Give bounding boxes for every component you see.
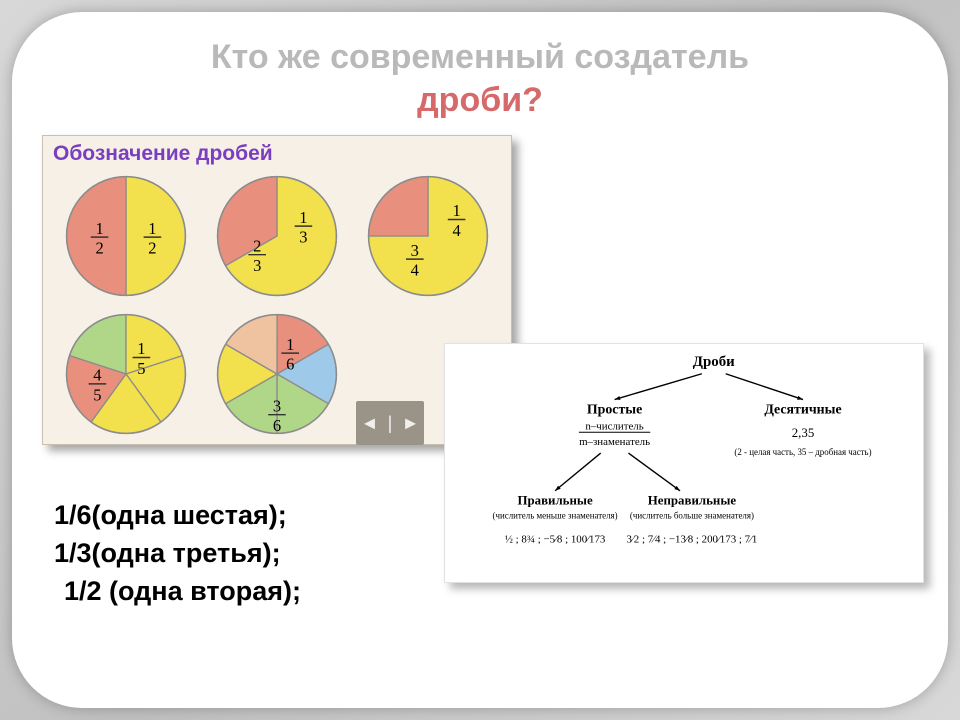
- svg-text:1: 1: [453, 201, 461, 220]
- bottom-text: 1/6(одна шестая); 1/3(одна третья); 1/2 …: [54, 497, 301, 610]
- svg-text:2: 2: [95, 239, 103, 258]
- svg-text:3: 3: [273, 396, 281, 415]
- svg-text:1: 1: [299, 208, 307, 227]
- slide-title: Кто же современный создатель дроби?: [46, 36, 914, 121]
- pie-2: 2313: [204, 170, 349, 302]
- nav-widget[interactable]: ◄ | ►: [356, 401, 424, 445]
- pie-1: 1212: [53, 170, 198, 302]
- nav-next-icon[interactable]: ►: [402, 413, 420, 434]
- svg-text:3: 3: [253, 256, 261, 275]
- svg-text:3: 3: [411, 241, 419, 260]
- svg-text:Десятичные: Десятичные: [764, 402, 841, 417]
- pie-5: 1636: [204, 308, 349, 440]
- svg-text:Неправильные: Неправильные: [648, 494, 737, 508]
- svg-text:2,35: 2,35: [792, 426, 815, 440]
- svg-text:6: 6: [286, 355, 294, 374]
- svg-text:4: 4: [93, 366, 101, 385]
- pies-grid: 1212 2313 3414 4515 1636: [43, 168, 511, 436]
- svg-text:(числитель меньше знаменателя): (числитель меньше знаменателя): [493, 511, 618, 521]
- svg-text:2: 2: [253, 236, 261, 255]
- pies-title: Обозначение дробей: [43, 136, 511, 168]
- svg-text:1: 1: [148, 219, 156, 238]
- svg-text:4: 4: [453, 221, 461, 240]
- svg-text:5: 5: [93, 385, 101, 404]
- svg-text:5: 5: [137, 359, 145, 378]
- bottom-line-1: 1/6(одна шестая);: [54, 497, 301, 535]
- bottom-line-3: 1/2 (одна вторая);: [54, 573, 301, 611]
- svg-text:6: 6: [273, 416, 281, 435]
- svg-text:Правильные: Правильные: [517, 494, 592, 508]
- svg-text:2: 2: [148, 239, 156, 258]
- svg-text:n–числитель: n–числитель: [585, 420, 643, 432]
- pie-3: 3414: [356, 170, 501, 302]
- pie-4: 4515: [53, 308, 198, 440]
- svg-text:Простые: Простые: [587, 402, 642, 417]
- svg-text:1: 1: [137, 339, 145, 358]
- svg-text:3⁄2 ; 7⁄4 ; −13⁄8 ; 200⁄173 ;: 3⁄2 ; 7⁄4 ; −13⁄8 ; 200⁄173 ; 7⁄1: [627, 533, 758, 545]
- svg-text:3: 3: [299, 228, 307, 247]
- bottom-line-2: 1/3(одна третья);: [54, 535, 301, 573]
- svg-text:(2 - целая часть, 35 – дробная: (2 - целая часть, 35 – дробная часть): [734, 447, 871, 457]
- slide-frame: Кто же современный создатель дроби? Обоз…: [12, 12, 948, 708]
- svg-text:m–знаменатель: m–знаменатель: [579, 436, 650, 448]
- svg-text:1: 1: [95, 219, 103, 238]
- svg-text:4: 4: [411, 261, 419, 280]
- diagram-panel: Дроби Простые n–числитель m–знаменатель Деся…: [444, 343, 924, 583]
- svg-text:½ ; 8¾ ; −5⁄8 ; 100⁄173: ½ ; 8¾ ; −5⁄8 ; 100⁄173: [505, 533, 606, 545]
- title-line2: дроби?: [46, 79, 914, 122]
- title-line1: Кто же современный создатель: [46, 36, 914, 79]
- pies-panel: Обозначение дробей 1212 2313 3414 4515 1…: [42, 135, 512, 445]
- content-area: Обозначение дробей 1212 2313 3414 4515 1…: [46, 131, 914, 691]
- nav-sep: |: [388, 413, 393, 434]
- nav-prev-icon[interactable]: ◄: [361, 413, 379, 434]
- svg-text:(числитель больше знаменателя): (числитель больше знаменателя): [630, 511, 754, 521]
- svg-text:1: 1: [286, 335, 294, 354]
- svg-text:Дроби: Дроби: [693, 354, 735, 370]
